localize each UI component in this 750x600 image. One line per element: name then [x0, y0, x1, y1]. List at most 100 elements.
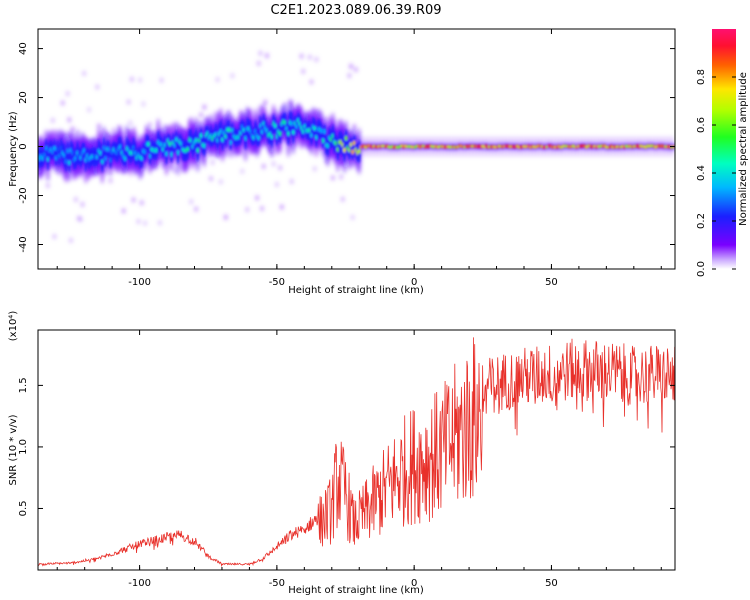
heatmap-cell	[347, 73, 351, 79]
heatmap-cell	[140, 200, 144, 206]
colorbar-gradient	[712, 29, 736, 269]
heatmap-cell	[270, 134, 274, 140]
heatmap-cell	[319, 111, 323, 117]
heatmap-cell	[202, 143, 206, 149]
heatmap-cell	[352, 123, 356, 129]
heatmap-cell	[290, 179, 294, 184]
heatmap-cell	[189, 199, 193, 205]
heatmap-cell	[112, 127, 116, 133]
colorbar-label: Normalized spectral amplitude	[738, 72, 749, 226]
heatmap-cell	[127, 99, 131, 105]
heatmap-cell	[70, 126, 75, 132]
heatmap-cell	[273, 123, 277, 129]
snr-xtick-label: 50	[545, 578, 558, 589]
heatmap-cell	[128, 120, 132, 126]
colorbar-tick-label: 0.6	[696, 117, 707, 133]
heatmap-cell	[209, 176, 213, 182]
heatmap-cell	[174, 137, 178, 142]
heatmap-cell	[131, 197, 136, 203]
heatmap-cell	[324, 120, 328, 126]
spectrogram-ytick-label: 0	[18, 143, 29, 149]
heatmap-core	[38, 110, 675, 173]
heatmap-cell	[159, 77, 164, 83]
heatmap-cell	[95, 84, 99, 90]
heatmap-cell	[80, 202, 85, 207]
heatmap-cell	[229, 140, 233, 145]
colorbar-tick-label: 0.0	[696, 261, 707, 277]
heatmap-cell	[313, 166, 317, 172]
heatmap-cell	[260, 206, 264, 211]
heatmap-cell	[136, 219, 141, 224]
chart-title: C2E1.2023.089.06.39.R09	[270, 3, 441, 18]
heatmap-cell	[351, 149, 355, 155]
snr-ticks: -100 -50 0 50 0.5 1.0 1.5	[18, 330, 675, 589]
spectrogram-xtick-label: 0	[411, 277, 417, 288]
spectrogram-ytick-label: 20	[18, 91, 29, 104]
heatmap-cell	[323, 129, 327, 134]
colorbar-ticks: 0.0 0.2 0.4 0.6 0.8	[696, 69, 736, 277]
heatmap-cell	[148, 122, 152, 128]
heatmap-cell	[285, 107, 289, 113]
heatmap-cell	[275, 182, 279, 187]
heatmap-cell	[97, 123, 101, 129]
heatmap-cell	[230, 73, 234, 79]
spectrogram-ytick-label: -40	[18, 236, 29, 252]
heatmap-cell	[215, 77, 220, 83]
snr-frame	[37, 329, 676, 571]
heatmap-cell	[196, 148, 200, 153]
heatmap-cell	[301, 69, 305, 74]
heatmap-cell	[331, 175, 335, 181]
colorbar-tick-label: 0.8	[696, 69, 707, 85]
heatmap-cell	[257, 135, 261, 141]
heatmap-cell	[122, 208, 126, 214]
heatmap-cell	[170, 152, 173, 157]
snr-xtick-label: 0	[411, 578, 417, 589]
heatmap-cell	[211, 160, 215, 165]
heatmap-cell	[199, 112, 203, 118]
heatmap-cell	[309, 79, 314, 85]
heatmap-cell	[287, 131, 290, 136]
heatmap-cell	[104, 156, 107, 161]
spectrogram-xlabel: Height of straight line (km)	[288, 285, 424, 296]
heatmap-cell	[165, 151, 168, 157]
heatmap-cell	[343, 147, 346, 153]
heatmap-cell	[79, 217, 83, 222]
heatmap-cell	[321, 138, 325, 144]
snr-xtick-label: -100	[128, 578, 151, 589]
heatmap-cell	[168, 141, 172, 147]
heatmap-cell	[262, 164, 266, 169]
spectrogram-xtick-label: -100	[128, 277, 151, 288]
heatmap-cell	[64, 159, 68, 164]
heatmap-cell	[278, 165, 282, 171]
heatmap-cell	[245, 207, 249, 212]
heatmap-cell	[224, 214, 228, 220]
heatmap-cell	[173, 168, 177, 174]
colorbar-tick-label: 0.4	[696, 165, 707, 181]
snr-xtick-label: -50	[269, 578, 285, 589]
heatmap-cell	[308, 54, 312, 60]
heatmap-cell	[240, 168, 244, 174]
heatmap-cell	[344, 135, 348, 141]
heatmap-cell	[263, 99, 267, 105]
snr-panel: -100 -50 0 50 0.5 1.0 1.5 Height of straight l…	[8, 311, 676, 596]
heatmap-cell	[146, 141, 150, 147]
heatmap-cell	[349, 63, 353, 69]
heatmap-cell	[354, 67, 358, 73]
heatmap-cell	[299, 53, 304, 59]
heatmap-cell	[87, 107, 91, 113]
heatmap-cell	[82, 71, 86, 76]
heatmap-cell	[141, 101, 146, 107]
heatmap-cell	[291, 129, 295, 135]
colorbar-tick-label: 0.2	[696, 213, 707, 229]
heatmap-cell	[314, 57, 319, 62]
heatmap-cell	[202, 104, 206, 110]
heatmap-cell	[102, 145, 106, 151]
heatmap-cell	[278, 131, 282, 137]
heatmap-cell	[44, 145, 48, 151]
heatmap-cell	[66, 148, 70, 154]
spectrogram-ytick-label: 40	[18, 42, 29, 55]
heatmap-cell	[280, 204, 284, 210]
heatmap-cell	[100, 159, 104, 165]
snr-series-line	[38, 337, 675, 568]
heatmap-cell	[258, 50, 263, 56]
